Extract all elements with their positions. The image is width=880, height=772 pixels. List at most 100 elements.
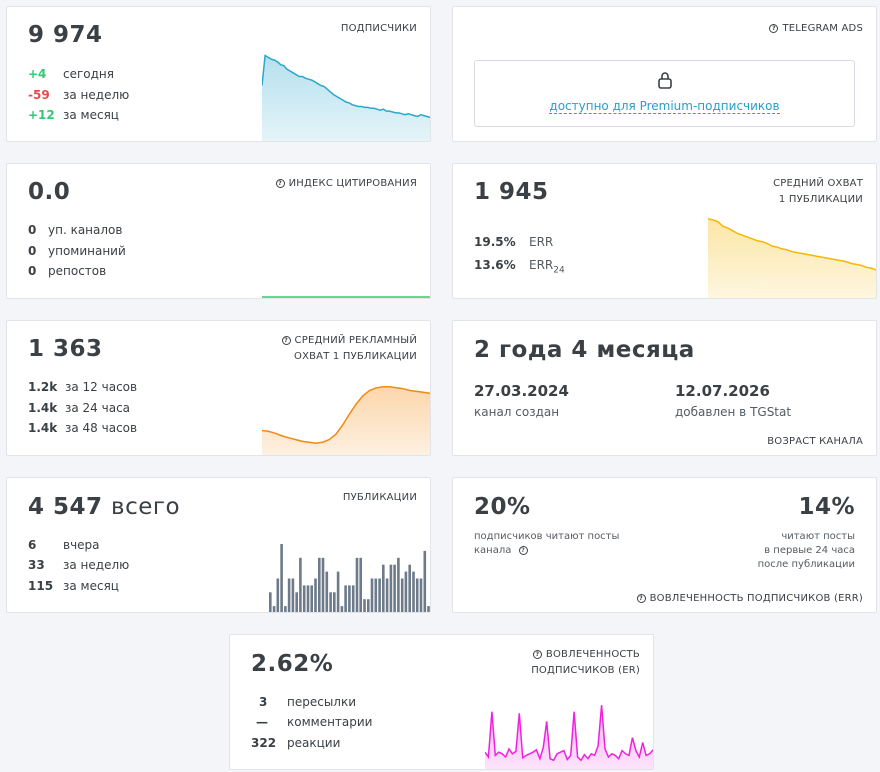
publications-bar <box>378 578 381 612</box>
publications-suffix: всего <box>111 494 181 520</box>
engagement-err-title-text: ВОВЛЕЧЕННОСТЬ ПОДПИСЧИКОВ (ERR) <box>649 593 863 604</box>
subscribers-month-label: за месяц <box>63 108 119 122</box>
publications-bar <box>333 592 336 612</box>
citation-mentions-label: упоминаний <box>48 244 126 258</box>
publications-bar <box>370 578 374 612</box>
reach-card[interactable]: 1 945 СРЕДНИЙ ОХВАТ 1 ПУБЛИКАЦИИ 19.5% E… <box>452 163 877 299</box>
publications-bar <box>310 585 313 612</box>
channel-age-title: ВОЗРАСТ КАНАЛА <box>767 436 863 447</box>
citation-channels-value: 0 <box>28 223 37 237</box>
reach-err-value: 19.5% <box>474 235 516 249</box>
reach-sparkline <box>708 218 876 298</box>
reach-title-line1: СРЕДНИЙ ОХВАТ <box>773 178 863 189</box>
subscribers-card[interactable]: 9 974 ПОДПИСЧИКИ +4 сегодня -59 за недел… <box>6 6 431 142</box>
citation-reposts-row: 0 репостов <box>28 261 208 281</box>
help-icon[interactable]: ? <box>532 650 542 659</box>
ad-reach-12h-label: за 12 часов <box>65 380 138 394</box>
subscribers-month-value: +12 <box>28 108 55 122</box>
engagement-err-card: 20% подписчиков читают посты канала ? 14… <box>452 477 877 613</box>
publications-bar <box>423 550 427 612</box>
engagement-er-card[interactable]: 2.62% ? ВОВЛЕЧЕННОСТЬ ПОДПИСЧИКОВ (ER) 3 … <box>229 634 654 770</box>
er-forwards-value: 3 <box>259 695 268 709</box>
err-left-note-line1: подписчиков читают посты <box>474 531 620 542</box>
ad-reach-12h-value: 1.2k <box>28 380 58 394</box>
adreach-trend-line <box>262 386 430 445</box>
help-icon[interactable]: ? <box>281 336 291 345</box>
ad-reach-title-line1: ? СРЕДНИЙ РЕКЛАМНЫЙ <box>281 333 417 349</box>
ad-reach-title-line2: ОХВАТ 1 ПУБЛИКАЦИИ <box>294 351 417 362</box>
subscribers-week-value: -59 <box>28 88 50 102</box>
publications-bar <box>374 578 378 612</box>
reach-err24-row: 13.6% ERR24 <box>474 255 654 275</box>
telegram-ads-title: ? TELEGRAM ADS <box>769 21 863 37</box>
ad-reach-sparkline <box>262 386 430 455</box>
subscribers-week-label: за неделю <box>63 88 130 102</box>
reach-err24-label-text: ERR <box>529 258 554 272</box>
publications-bar <box>393 564 396 612</box>
publications-bar <box>284 606 287 612</box>
publications-total: 4 547 <box>28 494 103 520</box>
citation-channels-row: 0 уп. каналов <box>28 220 208 240</box>
er-title-line1: ? ВОВЛЕЧЕННОСТЬ <box>532 647 640 663</box>
citation-title: ? ИНДЕКС ЦИТИРОВАНИЯ <box>275 176 417 192</box>
publications-bar <box>272 606 276 612</box>
citation-channels-label: уп. каналов <box>48 223 123 237</box>
subscribers-count: 9 974 <box>28 22 103 48</box>
help-icon[interactable]: ? <box>636 594 646 603</box>
publications-week-row: 33 за неделю <box>28 555 208 575</box>
err-left-value: 20% <box>474 494 531 520</box>
publications-bar <box>302 585 306 612</box>
publications-bar <box>280 544 283 612</box>
subscribers-sparkline <box>262 54 430 141</box>
engagement-err-title: ? ВОВЛЕЧЕННОСТЬ ПОДПИСЧИКОВ (ERR) <box>636 591 863 607</box>
ad-reach-12h-row: 1.2k за 12 часов <box>28 377 208 397</box>
publications-bar <box>329 592 332 612</box>
er-title-line2: ПОДПИСЧИКОВ (ER) <box>531 665 640 676</box>
publications-week-value: 33 <box>28 558 45 572</box>
publications-bar <box>299 557 302 612</box>
publications-month-label: за месяц <box>63 579 119 593</box>
help-icon[interactable]: ? <box>769 24 779 33</box>
ad-reach-card[interactable]: 1 363 ? СРЕДНИЙ РЕКЛАМНЫЙ ОХВАТ 1 ПУБЛИКА… <box>6 320 431 456</box>
engagement_er-trend-line <box>485 705 653 762</box>
reach-trend-line <box>708 218 876 271</box>
premium-link[interactable]: доступно для Premium-подписчиков <box>475 99 854 114</box>
telegram-ads-title-text: TELEGRAM ADS <box>782 23 863 34</box>
err-left-note: подписчиков читают посты канала ? <box>474 530 619 558</box>
channel-age-card: 2 года 4 месяца 27.03.2024 канал создан … <box>452 320 877 456</box>
publications-bar <box>269 592 272 612</box>
reach-err24-value: 13.6% <box>474 258 516 272</box>
channel-age-value: 2 года 4 месяца <box>474 337 695 363</box>
publications-yesterday-label: вчера <box>63 538 100 552</box>
er-comments-label: комментарии <box>287 715 373 729</box>
publications-bar <box>382 564 385 612</box>
er-reactions-label: реакции <box>287 736 341 750</box>
citation-mentions-value: 0 <box>28 244 37 258</box>
publications-bar <box>276 578 280 612</box>
publications-bar <box>363 599 366 612</box>
premium-link-text[interactable]: доступно для Premium-подписчиков <box>549 99 780 114</box>
publications-bar <box>295 592 298 612</box>
reach-err24-sub: 24 <box>553 265 565 276</box>
created-date: 27.03.2024 <box>474 382 569 400</box>
publications-bar <box>344 585 347 612</box>
er-title-text1: ВОВЛЕЧЕННОСТЬ <box>545 649 640 660</box>
created-date-label: канал создан <box>474 405 560 419</box>
er-sparkline <box>485 705 653 769</box>
reach-title-line2: 1 ПУБЛИКАЦИИ <box>778 194 863 205</box>
ad-reach-title-text1: СРЕДНИЙ РЕКЛАМНЫЙ <box>294 335 417 346</box>
citation-reposts-value: 0 <box>28 264 37 278</box>
publications-bar <box>314 578 317 612</box>
err-left-note-line2-wrap: канала ? <box>474 544 619 558</box>
publications-bar <box>348 585 351 612</box>
ad-reach-24h-row: 1.4k за 24 часа <box>28 398 208 418</box>
ad-reach-48h-value: 1.4k <box>28 421 58 435</box>
help-icon[interactable]: ? <box>518 546 528 555</box>
publications-card[interactable]: 4 547 всего ПУБЛИКАЦИИ 6 вчера 33 за нед… <box>6 477 431 613</box>
subscribers-month-row: +12 за месяц <box>28 105 208 125</box>
help-icon[interactable]: ? <box>275 179 285 188</box>
citation-reposts-label: репостов <box>48 264 107 278</box>
citation-mentions-row: 0 упоминаний <box>28 241 208 261</box>
citation-card[interactable]: 0.0 ? ИНДЕКС ЦИТИРОВАНИЯ 0 уп. каналов 0 … <box>6 163 431 299</box>
subscribers-trend-line <box>262 54 430 119</box>
